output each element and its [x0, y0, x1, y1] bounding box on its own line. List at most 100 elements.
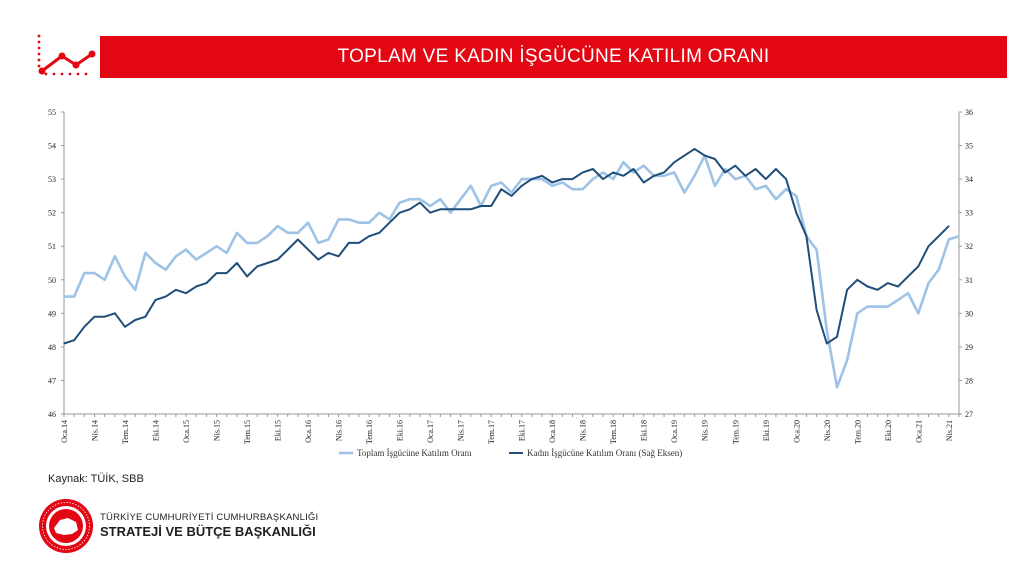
data-point — [378, 212, 380, 214]
data-point — [856, 279, 858, 281]
data-point — [592, 178, 594, 180]
data-point — [277, 225, 279, 227]
data-point — [287, 249, 289, 251]
data-point — [541, 178, 543, 180]
data-point — [927, 245, 930, 247]
data-point — [205, 282, 207, 284]
x-tick-label: Oca.20 — [792, 420, 801, 443]
data-point — [887, 306, 889, 308]
data-point — [704, 155, 706, 157]
data-point — [846, 359, 848, 361]
data-point — [185, 249, 187, 251]
data-point — [795, 212, 797, 214]
data-point — [897, 299, 899, 301]
data-point — [226, 252, 228, 254]
y-right-tick-label: 34 — [965, 175, 973, 184]
data-point — [378, 232, 380, 234]
data-point — [490, 185, 492, 187]
data-point — [948, 238, 950, 241]
data-point — [388, 222, 391, 224]
data-point — [907, 275, 909, 277]
data-point — [826, 329, 828, 331]
y-right-tick-label: 35 — [965, 142, 973, 151]
data-point — [897, 285, 899, 288]
data-point — [846, 289, 848, 291]
data-point — [297, 238, 299, 241]
data-point — [775, 198, 777, 200]
data-point — [755, 168, 757, 170]
x-tick-label: Nis.14 — [91, 420, 100, 441]
line-chart-icon — [37, 34, 96, 76]
x-tick-label: Nis.19 — [701, 420, 710, 441]
data-point — [73, 296, 75, 298]
y-left-tick-label: 50 — [48, 276, 56, 285]
data-point — [317, 259, 319, 261]
data-point — [307, 249, 309, 251]
data-point — [195, 259, 197, 261]
data-point — [266, 262, 268, 264]
data-point — [93, 272, 96, 274]
data-point — [236, 232, 238, 234]
data-point — [795, 195, 797, 197]
data-point — [317, 242, 319, 244]
data-point — [551, 181, 553, 184]
x-tick-label: Oca.18 — [548, 420, 557, 443]
data-point — [907, 292, 909, 294]
x-tick-label: Tem.14 — [121, 420, 130, 444]
x-tick-label: Eki.15 — [274, 420, 283, 441]
data-point — [93, 316, 96, 318]
data-point — [877, 306, 879, 308]
data-point — [73, 339, 75, 341]
data-point — [277, 259, 279, 261]
x-tick-label: Oca.19 — [670, 420, 679, 443]
data-point — [938, 235, 940, 237]
data-point — [866, 285, 869, 288]
data-point — [561, 181, 564, 184]
data-point — [226, 272, 228, 274]
data-point — [673, 171, 675, 173]
data-point — [338, 255, 340, 257]
data-point — [927, 282, 930, 284]
legend-label: Toplam İşgücüne Katılım Oranı — [357, 448, 472, 458]
y-left-tick-label: 48 — [48, 343, 56, 352]
data-point — [114, 312, 116, 314]
x-tick-label: Oca.14 — [60, 420, 69, 443]
data-point — [175, 255, 177, 257]
data-point — [144, 252, 146, 254]
x-tick-label: Nis.20 — [823, 420, 832, 441]
data-point — [348, 218, 350, 220]
x-tick-label: Tem.18 — [609, 420, 618, 444]
x-tick-label: Nis.17 — [457, 420, 466, 441]
y-left-tick-label: 54 — [48, 142, 56, 151]
data-point — [83, 326, 85, 328]
data-point — [734, 165, 736, 167]
data-point — [683, 191, 686, 194]
data-point — [439, 208, 441, 210]
data-point — [571, 178, 574, 180]
chart-title: TOPLAM VE KADIN İŞGÜCÜNE KATILIM ORANI — [337, 46, 770, 67]
data-point — [958, 235, 960, 237]
data-point — [582, 188, 584, 190]
x-tick-label: Nis.21 — [945, 420, 954, 441]
data-point — [429, 212, 431, 214]
data-point — [460, 208, 462, 210]
data-point — [643, 181, 645, 184]
data-point — [104, 316, 106, 318]
data-point — [246, 275, 248, 277]
data-point — [724, 171, 726, 173]
y-right-tick-label: 31 — [965, 276, 973, 285]
y-left-tick-label: 46 — [48, 410, 56, 419]
data-point — [510, 195, 513, 197]
data-point — [419, 198, 421, 200]
data-point — [144, 316, 146, 318]
data-point — [63, 296, 65, 298]
x-tick-label: Eki.17 — [518, 420, 527, 441]
data-point — [663, 171, 665, 173]
x-tick-label: Oca.15 — [182, 420, 191, 443]
data-point — [917, 265, 919, 267]
x-tick-label: Eki.19 — [762, 420, 771, 441]
data-point — [622, 161, 625, 163]
data-point — [632, 171, 635, 173]
x-tick-label: Oca.17 — [426, 420, 435, 443]
y-left-tick-label: 51 — [48, 242, 56, 251]
